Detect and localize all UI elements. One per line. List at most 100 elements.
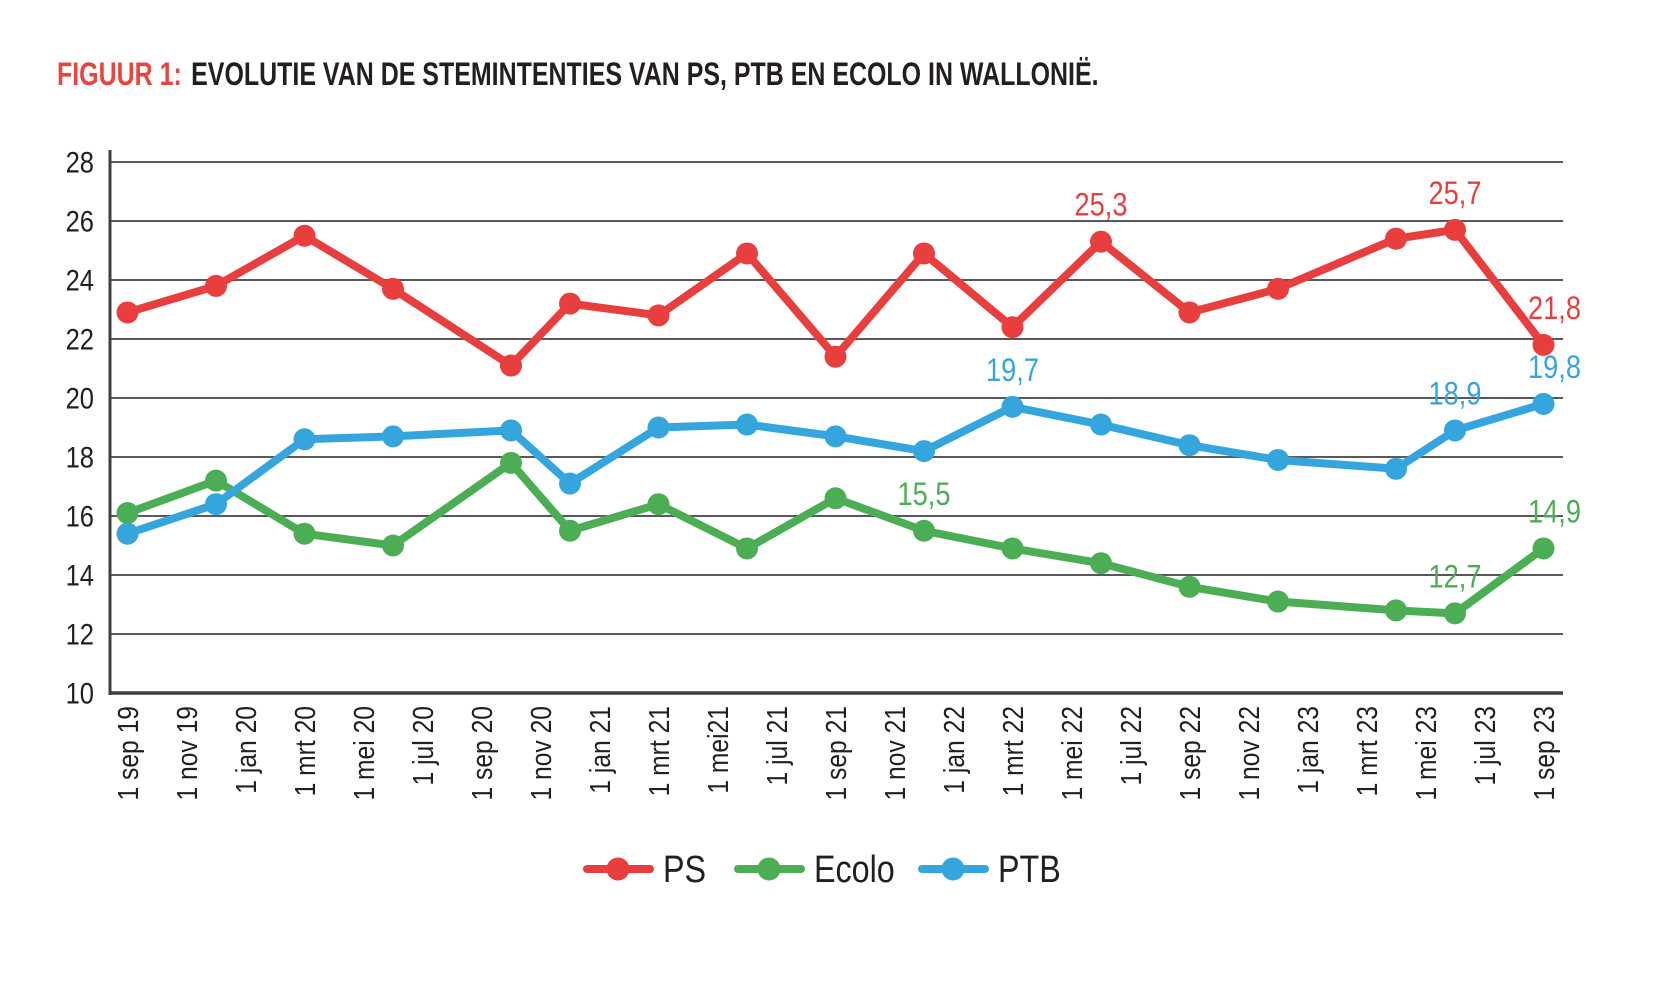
ps-point [1178, 301, 1201, 324]
ecolo-point [205, 469, 227, 492]
ps-point [913, 242, 935, 265]
ecolo-value-label: 14,9 [1528, 494, 1581, 530]
x-tick-label: 1 jan 23 [1292, 706, 1324, 794]
ptb-point [1001, 395, 1024, 418]
ps-point [1444, 218, 1466, 241]
x-tick-label: 1 jul 23 [1469, 706, 1501, 785]
ptb-point [382, 425, 404, 448]
ecolo-point [647, 493, 670, 516]
ecolo-point [1178, 575, 1201, 598]
ptb-point [1267, 448, 1289, 471]
x-tick-label: 1 nov 22 [1233, 706, 1265, 801]
ecolo-point [500, 451, 522, 474]
ps-value-label: 25,7 [1429, 176, 1482, 212]
ecolo-point [736, 537, 758, 560]
legend-ptb-sample-point [941, 857, 965, 881]
x-tick-label: 1 nov 20 [525, 706, 557, 801]
ps-point [1090, 230, 1112, 253]
ptb-point [293, 428, 316, 451]
x-tick-label: 1 jan 20 [230, 706, 262, 794]
ptb-value-label: 19,7 [986, 353, 1039, 389]
y-tick-label: 26 [66, 205, 94, 238]
x-tick-label: 1 mrt 23 [1351, 706, 1383, 796]
y-tick-label: 18 [66, 441, 94, 474]
x-tick-label: 1 sep 21 [820, 706, 852, 801]
ecolo-point [1385, 599, 1407, 622]
ecolo-point [1444, 602, 1466, 625]
legend-ps-sample-point [606, 857, 630, 881]
ecolo-point [559, 519, 581, 542]
ps-point [647, 304, 670, 327]
ps-line [123, 225, 1548, 370]
legend-ecolo-label: Ecolo [814, 849, 895, 891]
x-tick-label: 1 mrt 22 [997, 706, 1029, 796]
ps-point [116, 301, 139, 324]
ptb-value-label: 19,8 [1528, 350, 1581, 386]
ecolo-point [1090, 552, 1112, 575]
ptb-point [1532, 392, 1555, 415]
ps-point [1267, 277, 1289, 300]
legend-ps-label: PS [663, 849, 706, 891]
ps-point [559, 292, 581, 315]
legend-ptb-label: PTB [998, 849, 1061, 891]
x-tick-label: 1 jul 22 [1115, 706, 1147, 785]
ptb-point [1444, 419, 1466, 442]
ps-point [1532, 333, 1555, 356]
ps-value-label: 25,3 [1075, 188, 1128, 224]
y-tick-label: 24 [66, 264, 94, 297]
ptb-point [205, 493, 227, 516]
x-tick-label: 1 mei 22 [1056, 706, 1088, 801]
legend-ecolo-sample-point [757, 857, 781, 881]
x-tick-label: 1 sep 23 [1528, 706, 1560, 801]
ptb-point [500, 419, 522, 442]
ps-point [205, 274, 227, 297]
ecolo-point [1267, 590, 1289, 613]
ps-point [293, 224, 316, 247]
ecolo-point [116, 502, 139, 525]
x-tick-label: 1 nov 19 [171, 706, 203, 801]
x-tick-label: 1 mrt 21 [643, 706, 675, 796]
ecolo-point [293, 522, 316, 545]
ps-value-label: 21,8 [1528, 291, 1581, 327]
x-tick-label: 1 mrt 20 [289, 706, 321, 796]
x-tick-label: 1 sep 22 [1174, 706, 1206, 801]
ptb-point [1090, 413, 1112, 436]
y-tick-label: 28 [66, 146, 94, 179]
y-tick-label: 12 [66, 618, 94, 651]
ps-point [1001, 316, 1024, 339]
y-tick-label: 10 [66, 677, 94, 710]
y-tick-label: 14 [66, 559, 94, 592]
x-tick-label: 1 nov 21 [879, 706, 911, 801]
ecolo-line [123, 458, 1548, 618]
x-tick-label: 1 mei 23 [1410, 706, 1442, 801]
ecolo-point [1532, 537, 1555, 560]
x-tick-label: 1 sep 20 [466, 706, 498, 801]
ptb-point [647, 416, 670, 439]
ecolo-point [824, 487, 847, 510]
x-tick-label: 1 jan 21 [584, 706, 616, 794]
x-tick-label: 1 mei 20 [348, 706, 380, 801]
ptb-point [559, 472, 581, 495]
x-tick-label: 1 mei21 [702, 706, 734, 794]
x-tick-label: 1 jul 21 [761, 706, 793, 785]
ps-point [500, 354, 522, 377]
ecolo-point [382, 534, 404, 557]
ptb-point [913, 440, 935, 463]
y-tick-label: 16 [66, 500, 94, 533]
x-tick-label: 1 jul 20 [407, 706, 439, 785]
figure-title-prefix: FIGUUR 1: [57, 56, 182, 92]
x-tick-label: 1 jan 22 [938, 706, 970, 794]
ps-point [736, 242, 758, 265]
ecolo-point [913, 519, 935, 542]
ptb-point [736, 413, 758, 436]
x-tick-label: 1 sep 19 [112, 706, 144, 801]
ptb-point [1178, 434, 1201, 457]
ecolo-point [1001, 537, 1024, 560]
ps-point [824, 345, 847, 368]
ps-point [1385, 227, 1407, 250]
ptb-line [123, 399, 1548, 538]
figure-title: FIGUUR 1: EVOLUTIE VAN DE STEMINTENTIES V… [57, 56, 1099, 93]
ecolo-value-label: 12,7 [1429, 559, 1482, 595]
